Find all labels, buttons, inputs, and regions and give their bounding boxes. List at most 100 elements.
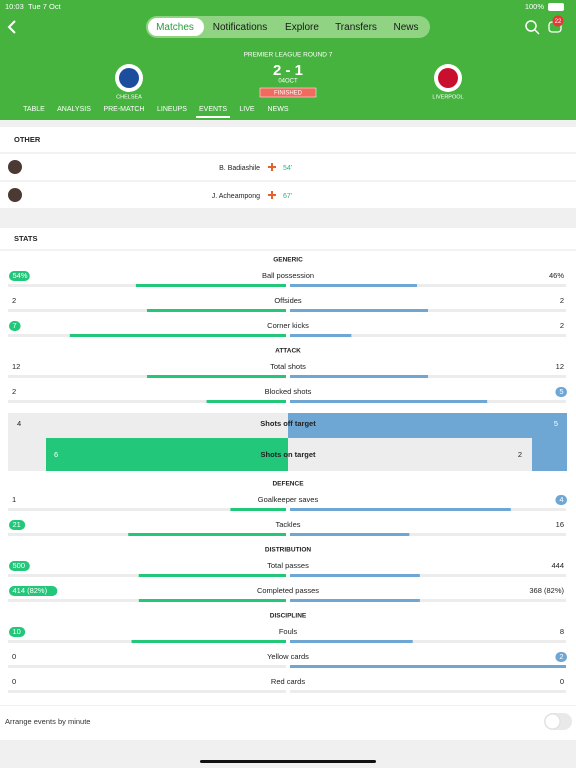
- home-value: 0: [12, 652, 16, 661]
- home-value: 0: [12, 677, 16, 686]
- nav-tab[interactable]: Notifications: [213, 22, 267, 33]
- home-bar: [230, 508, 286, 511]
- subtab[interactable]: ANALYSIS: [57, 106, 91, 113]
- away-bar: [290, 309, 428, 312]
- home-logo-inner: [119, 68, 139, 88]
- group-title: DISCIPLINE: [270, 613, 307, 620]
- nav-tab[interactable]: News: [393, 22, 418, 33]
- value-pill: [555, 652, 567, 662]
- value-pill: [9, 520, 26, 530]
- stat-label: Corner kicks: [267, 321, 309, 330]
- nav-tab-active: [148, 18, 204, 36]
- search-button[interactable]: [525, 20, 537, 32]
- stat-label: Total passes: [267, 561, 309, 570]
- stat-label: Ball possession: [262, 271, 314, 280]
- away-value: 444: [551, 561, 564, 570]
- away-team: LIVERPOOL: [432, 94, 463, 100]
- home-bar: [138, 599, 286, 602]
- value-pill: [9, 271, 30, 281]
- value-pill: [555, 495, 567, 505]
- home-bar: [147, 309, 286, 312]
- card-icon: [268, 191, 276, 199]
- nav-tabs: Matches Notifications Explore Transfers News: [148, 18, 419, 36]
- home-bar: [128, 533, 286, 536]
- nav-bar: [146, 16, 430, 38]
- away-bar: [290, 665, 566, 668]
- bar-track: [290, 533, 566, 536]
- subtab[interactable]: EVENTS: [199, 106, 227, 113]
- away-bar: [290, 375, 428, 378]
- group-title: ATTACK: [275, 348, 301, 355]
- status-pill: [259, 87, 317, 98]
- badge: [552, 15, 564, 27]
- shots-off-label: Shots off target: [260, 419, 316, 428]
- home-value: 2: [12, 387, 16, 396]
- home-value: 1: [12, 495, 16, 504]
- home-bar: [131, 640, 286, 643]
- toggle-knob: [544, 713, 561, 730]
- shots-on-label: Shots on target: [260, 450, 316, 459]
- stat-label: Completed passes: [257, 586, 319, 595]
- search-handle: [534, 29, 540, 35]
- shots-on-away-value: 2: [518, 450, 522, 459]
- competition: PREMIER LEAGUE ROUND 7: [244, 52, 333, 59]
- stat-label: Yellow cards: [267, 652, 309, 661]
- home-bar: [147, 375, 286, 378]
- away-value: 5: [559, 387, 563, 396]
- away-value: 368 (82%): [529, 586, 564, 595]
- home-value: 500: [13, 561, 26, 570]
- subtab[interactable]: LIVE: [239, 106, 255, 113]
- away-bar: [290, 599, 420, 602]
- back-button[interactable]: [7, 20, 16, 34]
- badge-count: 22: [555, 19, 562, 25]
- bar-track: [8, 400, 286, 403]
- home-bar: [206, 400, 286, 403]
- status-time: 10:03: [5, 2, 24, 11]
- away-bar: [290, 574, 420, 577]
- nav-tab[interactable]: Transfers: [335, 22, 377, 33]
- home-team: CHELSEA: [116, 94, 142, 100]
- away-bar: [290, 533, 410, 536]
- status-battery: 100%: [525, 2, 545, 11]
- stat-label: Tackles: [275, 520, 300, 529]
- subtab[interactable]: PRE-MATCH: [103, 106, 144, 113]
- stat-label: Offsides: [274, 296, 302, 305]
- stats: GENERIC Ball possession 54% 46% Offsides 2 2 Co…: [8, 257, 567, 693]
- away-value: 12: [556, 362, 564, 371]
- home-indicator: [200, 760, 376, 763]
- home-bar: [69, 334, 287, 337]
- away-bar: [290, 508, 511, 511]
- event-minute: 67': [283, 193, 292, 200]
- subtabs: TABLE ANALYSIS PRE-MATCH LINEUPS EVENTS LIVE N…: [23, 106, 289, 118]
- away-value: 16: [556, 520, 564, 529]
- value-pill: [9, 627, 26, 637]
- subtab[interactable]: TABLE: [23, 106, 45, 113]
- away-value: 0: [560, 677, 564, 686]
- stat-label: Goalkeeper saves: [258, 495, 319, 504]
- stat-label: Fouls: [279, 627, 298, 636]
- away-value: 2: [559, 652, 563, 661]
- value-pill: [9, 561, 30, 571]
- away-value: 4: [559, 495, 563, 504]
- shots-off-away-value: 5: [554, 419, 558, 428]
- away-bar: [290, 400, 488, 403]
- nav-tab[interactable]: Explore: [285, 22, 319, 33]
- group-title: DEFENCE: [272, 481, 304, 488]
- shots-off-home-value: 4: [17, 419, 21, 428]
- home-value: 2: [12, 296, 16, 305]
- events: B. Badiashile 54' J. Acheampong 67': [8, 160, 292, 202]
- bar-track: [290, 599, 566, 602]
- match-date: 04OCT: [278, 79, 298, 85]
- score: 2 - 1: [273, 62, 303, 79]
- bar-track: [290, 284, 566, 287]
- home-bar: [135, 284, 286, 287]
- value-pill: [9, 321, 21, 331]
- away-value: 2: [560, 321, 564, 330]
- home-bar: [138, 574, 286, 577]
- away-value: 46%: [549, 271, 564, 280]
- subtab[interactable]: NEWS: [268, 106, 289, 113]
- subtab[interactable]: LINEUPS: [157, 106, 187, 113]
- group-title: GENERIC: [273, 257, 303, 264]
- value-pill: [555, 387, 567, 397]
- nav-tab[interactable]: Matches: [156, 22, 194, 33]
